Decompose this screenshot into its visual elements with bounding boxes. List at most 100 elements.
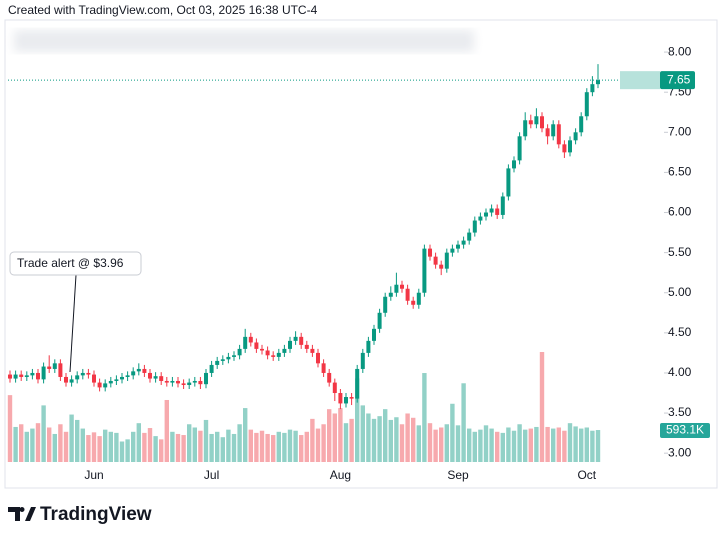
volume-bar (265, 433, 270, 462)
candle-body (332, 382, 337, 394)
candle-body (271, 355, 276, 357)
volume-bar (556, 427, 561, 462)
volume-bar (276, 431, 281, 462)
volume-bar (321, 424, 326, 462)
volume-bar (551, 428, 556, 462)
volume-bar (142, 432, 147, 462)
volume-bar (562, 430, 567, 462)
volume-bar (299, 435, 304, 462)
candle-body (456, 244, 460, 249)
x-tick-label: Jun (84, 468, 103, 482)
candle-body (568, 140, 572, 153)
candle-body (489, 208, 494, 213)
volume-bar (511, 430, 517, 462)
candle-body (159, 376, 164, 381)
volume-bar (24, 431, 29, 462)
candle-body (383, 296, 388, 313)
volume-bar (315, 428, 321, 462)
volume-bar (467, 428, 472, 462)
last-price-box (660, 71, 695, 90)
candle-body (556, 124, 561, 145)
volume-bar (517, 424, 522, 462)
volume-bar (495, 431, 500, 462)
y-tick-label: 6.50 (668, 165, 692, 179)
candle-body (355, 368, 360, 399)
candle-body (327, 372, 332, 383)
candle-body (288, 340, 292, 349)
candle-body (444, 252, 449, 269)
volume-bar (147, 428, 153, 462)
y-tick-label: 7.00 (668, 124, 692, 138)
volume-bar (203, 419, 209, 462)
annotation-box (9, 251, 142, 276)
candle-body (260, 348, 264, 351)
volume-bar (97, 436, 102, 462)
volume-bar (528, 428, 533, 462)
candle-body (349, 397, 354, 399)
volume-bar (343, 423, 349, 462)
volume-bar (52, 433, 57, 462)
last-volume-label: 593.1K (666, 423, 704, 437)
candle-body (75, 375, 80, 380)
candle-body (495, 208, 500, 215)
candle-body (215, 360, 220, 365)
candle-body (360, 352, 365, 369)
candle-body (405, 288, 410, 301)
volume-bar (63, 431, 69, 462)
candle-body (8, 374, 12, 379)
volume-bar (108, 431, 113, 462)
volume-bar (237, 424, 242, 462)
candle-body (467, 232, 472, 241)
volume-bar (119, 441, 125, 462)
candle-body (36, 372, 40, 380)
candle-body (394, 284, 399, 293)
volume-bar (377, 416, 382, 462)
candle-body (103, 383, 108, 388)
volume-bar (355, 378, 360, 462)
candle-body (237, 348, 242, 356)
annotation-pointer (69, 274, 77, 373)
volume-bar (248, 429, 253, 462)
candle-body (204, 372, 208, 385)
candle-body (299, 336, 304, 345)
candle-body (484, 212, 488, 217)
volume-bar (584, 427, 589, 462)
candle-body (226, 356, 231, 360)
candle-body (58, 363, 63, 377)
candle-body (80, 372, 85, 376)
candle-body (131, 371, 136, 376)
volume-bar (439, 427, 444, 462)
volume-bar (455, 425, 461, 462)
candle-body (551, 124, 556, 137)
volume-bar (164, 399, 169, 462)
volume-bar (215, 431, 220, 462)
candle-body (136, 368, 141, 372)
candle-body (108, 380, 113, 384)
volume-bar (226, 429, 231, 462)
volume-bar (287, 429, 293, 462)
candle-body (187, 382, 192, 385)
volume-bar (304, 431, 309, 462)
candle-body (248, 336, 253, 343)
candle-body (198, 380, 203, 385)
volume-bar (444, 424, 449, 462)
volume-bar (405, 413, 410, 462)
y-tick-label: 4.00 (668, 365, 692, 379)
candle-body (377, 312, 382, 329)
volume-bar (433, 429, 438, 462)
volume-bar (506, 427, 511, 462)
volume-bar (483, 425, 489, 462)
candle-body (282, 348, 287, 353)
annotation: Trade alert @ $3.96 (9, 251, 142, 373)
candle-body (209, 364, 214, 373)
candle-body (523, 120, 528, 137)
x-tick-label: Sep (447, 468, 469, 482)
volume-bar (338, 408, 343, 462)
candle-body (400, 284, 404, 289)
volume-bar (590, 430, 595, 462)
volume-bar (573, 426, 578, 462)
volume-bar (86, 435, 91, 462)
volume-bar (69, 414, 74, 462)
brand-name: TradingView (40, 504, 152, 525)
